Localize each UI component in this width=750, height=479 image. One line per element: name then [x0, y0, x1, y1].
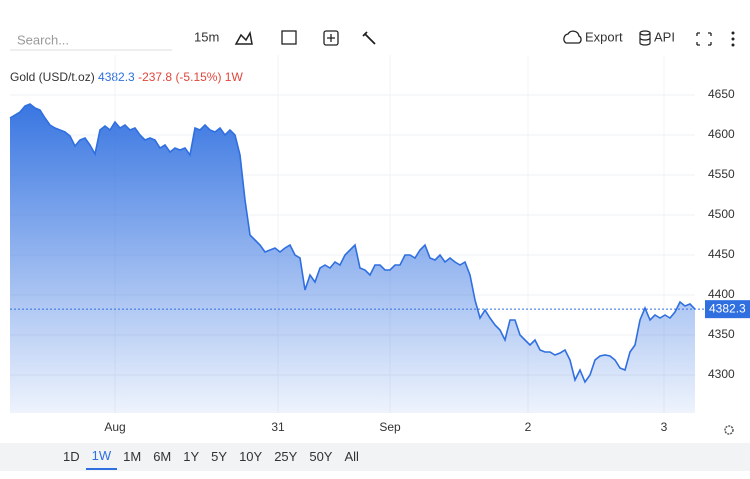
axes: 4300 4350 4400 4450 4500 4550 4600 4650 Aug 31 Sep… [104, 87, 750, 434]
last-price: 4382.3 [98, 70, 135, 84]
menu-dot [731, 43, 735, 47]
range-button[interactable]: 50Y [309, 449, 333, 464]
plot [9, 103, 705, 413]
area-fill [10, 104, 695, 413]
y-tick-label: 4400 [708, 287, 735, 301]
x-tick-label: 2 [525, 420, 532, 434]
y-tick-label: 4550 [708, 167, 735, 181]
api-icon-body [639, 33, 651, 46]
range-button[interactable]: 6M [153, 449, 172, 464]
range-button[interactable]: 1M [123, 449, 142, 464]
chart-header: Gold (USD/t.oz) 4382.3 -237.8 (-5.15%) 1… [10, 70, 243, 84]
menu-dot [731, 37, 735, 41]
search-box[interactable]: Search... [17, 32, 69, 47]
price-line [9, 103, 696, 384]
y-tick-label: 4350 [708, 327, 735, 341]
range-button[interactable]: 1W [85, 444, 118, 470]
fullscreen-icon[interactable] [696, 32, 712, 46]
x-tick-label: Aug [104, 420, 125, 434]
chart-type-icon[interactable] [234, 30, 253, 45]
interval-button[interactable]: 15m [194, 29, 219, 44]
last-price-label: 4382.3 [709, 301, 746, 315]
y-tick-label: 4300 [708, 367, 735, 381]
x-tick-label: 3 [661, 420, 668, 434]
calendar-icon[interactable] [281, 30, 297, 45]
settings-gear[interactable] [724, 425, 734, 435]
range-button[interactable]: 25Y [274, 449, 298, 464]
x-tick-label: Sep [379, 420, 401, 434]
export-icon[interactable] [563, 30, 582, 44]
chart-title: Gold (USD/t.oz) [10, 70, 95, 84]
range-selector: 1D 1W 1M 6M 1Y 5Y 10Y 25Y 50Y All [0, 443, 750, 471]
settings-wrench[interactable] [362, 31, 376, 45]
y-tick-label: 4500 [708, 207, 735, 221]
x-tick-label: 31 [271, 420, 285, 434]
api-button[interactable]: API [654, 29, 675, 44]
y-tick-label: 4650 [708, 87, 735, 101]
range-button[interactable]: 1Y [183, 449, 200, 464]
y-tick-label: 4600 [708, 127, 735, 141]
range-button[interactable]: All [344, 449, 359, 464]
export-button[interactable]: Export [585, 29, 623, 44]
price-change: -237.8 (-5.15%) [138, 70, 221, 84]
last-price-box [705, 300, 750, 319]
y-tick-label: 4450 [708, 247, 735, 261]
compare-icon[interactable] [323, 30, 339, 46]
toolbar: Search... 15m Export API [10, 29, 735, 51]
range-button[interactable]: 5Y [211, 449, 228, 464]
range-button[interactable]: 10Y [239, 449, 263, 464]
menu-dot[interactable] [731, 31, 735, 35]
range-button[interactable]: 1D [63, 449, 80, 464]
api-icon[interactable] [639, 30, 651, 36]
compare-plus [327, 34, 335, 42]
chart: Search... 15m Export API Gold (USD/t.oz)… [9, 29, 750, 435]
period: 1W [225, 70, 244, 84]
